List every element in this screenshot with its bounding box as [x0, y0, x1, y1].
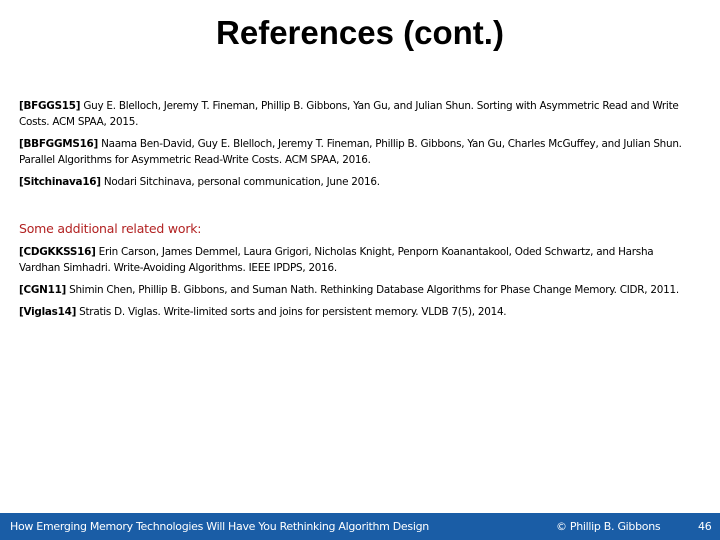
references-list: [BFGGS15] Guy E. Blelloch, Jeremy T. Fin… — [19, 98, 691, 196]
reference-text: Stratis D. Viglas. Write-limited sorts a… — [79, 306, 507, 318]
footer-author: © Phillip B. Gibbons — [556, 520, 661, 533]
reference-key: [Viglas14] — [19, 306, 77, 318]
reference-text: Naama Ben-David, Guy E. Blelloch, Jeremy… — [19, 138, 682, 166]
reference-key: [CDGKKSS16] — [19, 246, 96, 258]
slide-title: References (cont.) — [216, 14, 504, 51]
reference-item: [Sitchinava16] Nodari Sitchinava, person… — [19, 174, 691, 190]
reference-text: Erin Carson, James Demmel, Laura Grigori… — [19, 246, 654, 274]
reference-item: [CGN11] Shimin Chen, Phillip B. Gibbons,… — [19, 282, 691, 298]
additional-work-list: Some additional related work: [CDGKKSS16… — [19, 221, 691, 326]
footer-talk-title: How Emerging Memory Technologies Will Ha… — [10, 520, 429, 533]
additional-heading: Some additional related work: — [19, 221, 202, 236]
reference-key: [CGN11] — [19, 284, 67, 296]
reference-text: Nodari Sitchinava, personal communicatio… — [103, 176, 380, 188]
reference-key: [Sitchinava16] — [19, 176, 101, 188]
reference-item: [BBFGGMS16] Naama Ben-David, Guy E. Blel… — [19, 136, 691, 168]
reference-key: [BBFGGMS16] — [19, 138, 99, 150]
footer-bar: How Emerging Memory Technologies Will Ha… — [0, 513, 720, 540]
reference-text: Shimin Chen, Phillip B. Gibbons, and Sum… — [69, 284, 679, 296]
reference-text: Guy E. Blelloch, Jeremy T. Fineman, Phil… — [19, 100, 679, 128]
page-number: 46 — [698, 520, 712, 533]
reference-key: [BFGGS15] — [19, 100, 81, 112]
reference-item: [Viglas14] Stratis D. Viglas. Write-limi… — [19, 304, 691, 320]
reference-item: [BFGGS15] Guy E. Blelloch, Jeremy T. Fin… — [19, 98, 691, 130]
reference-item: [CDGKKSS16] Erin Carson, James Demmel, L… — [19, 244, 691, 276]
